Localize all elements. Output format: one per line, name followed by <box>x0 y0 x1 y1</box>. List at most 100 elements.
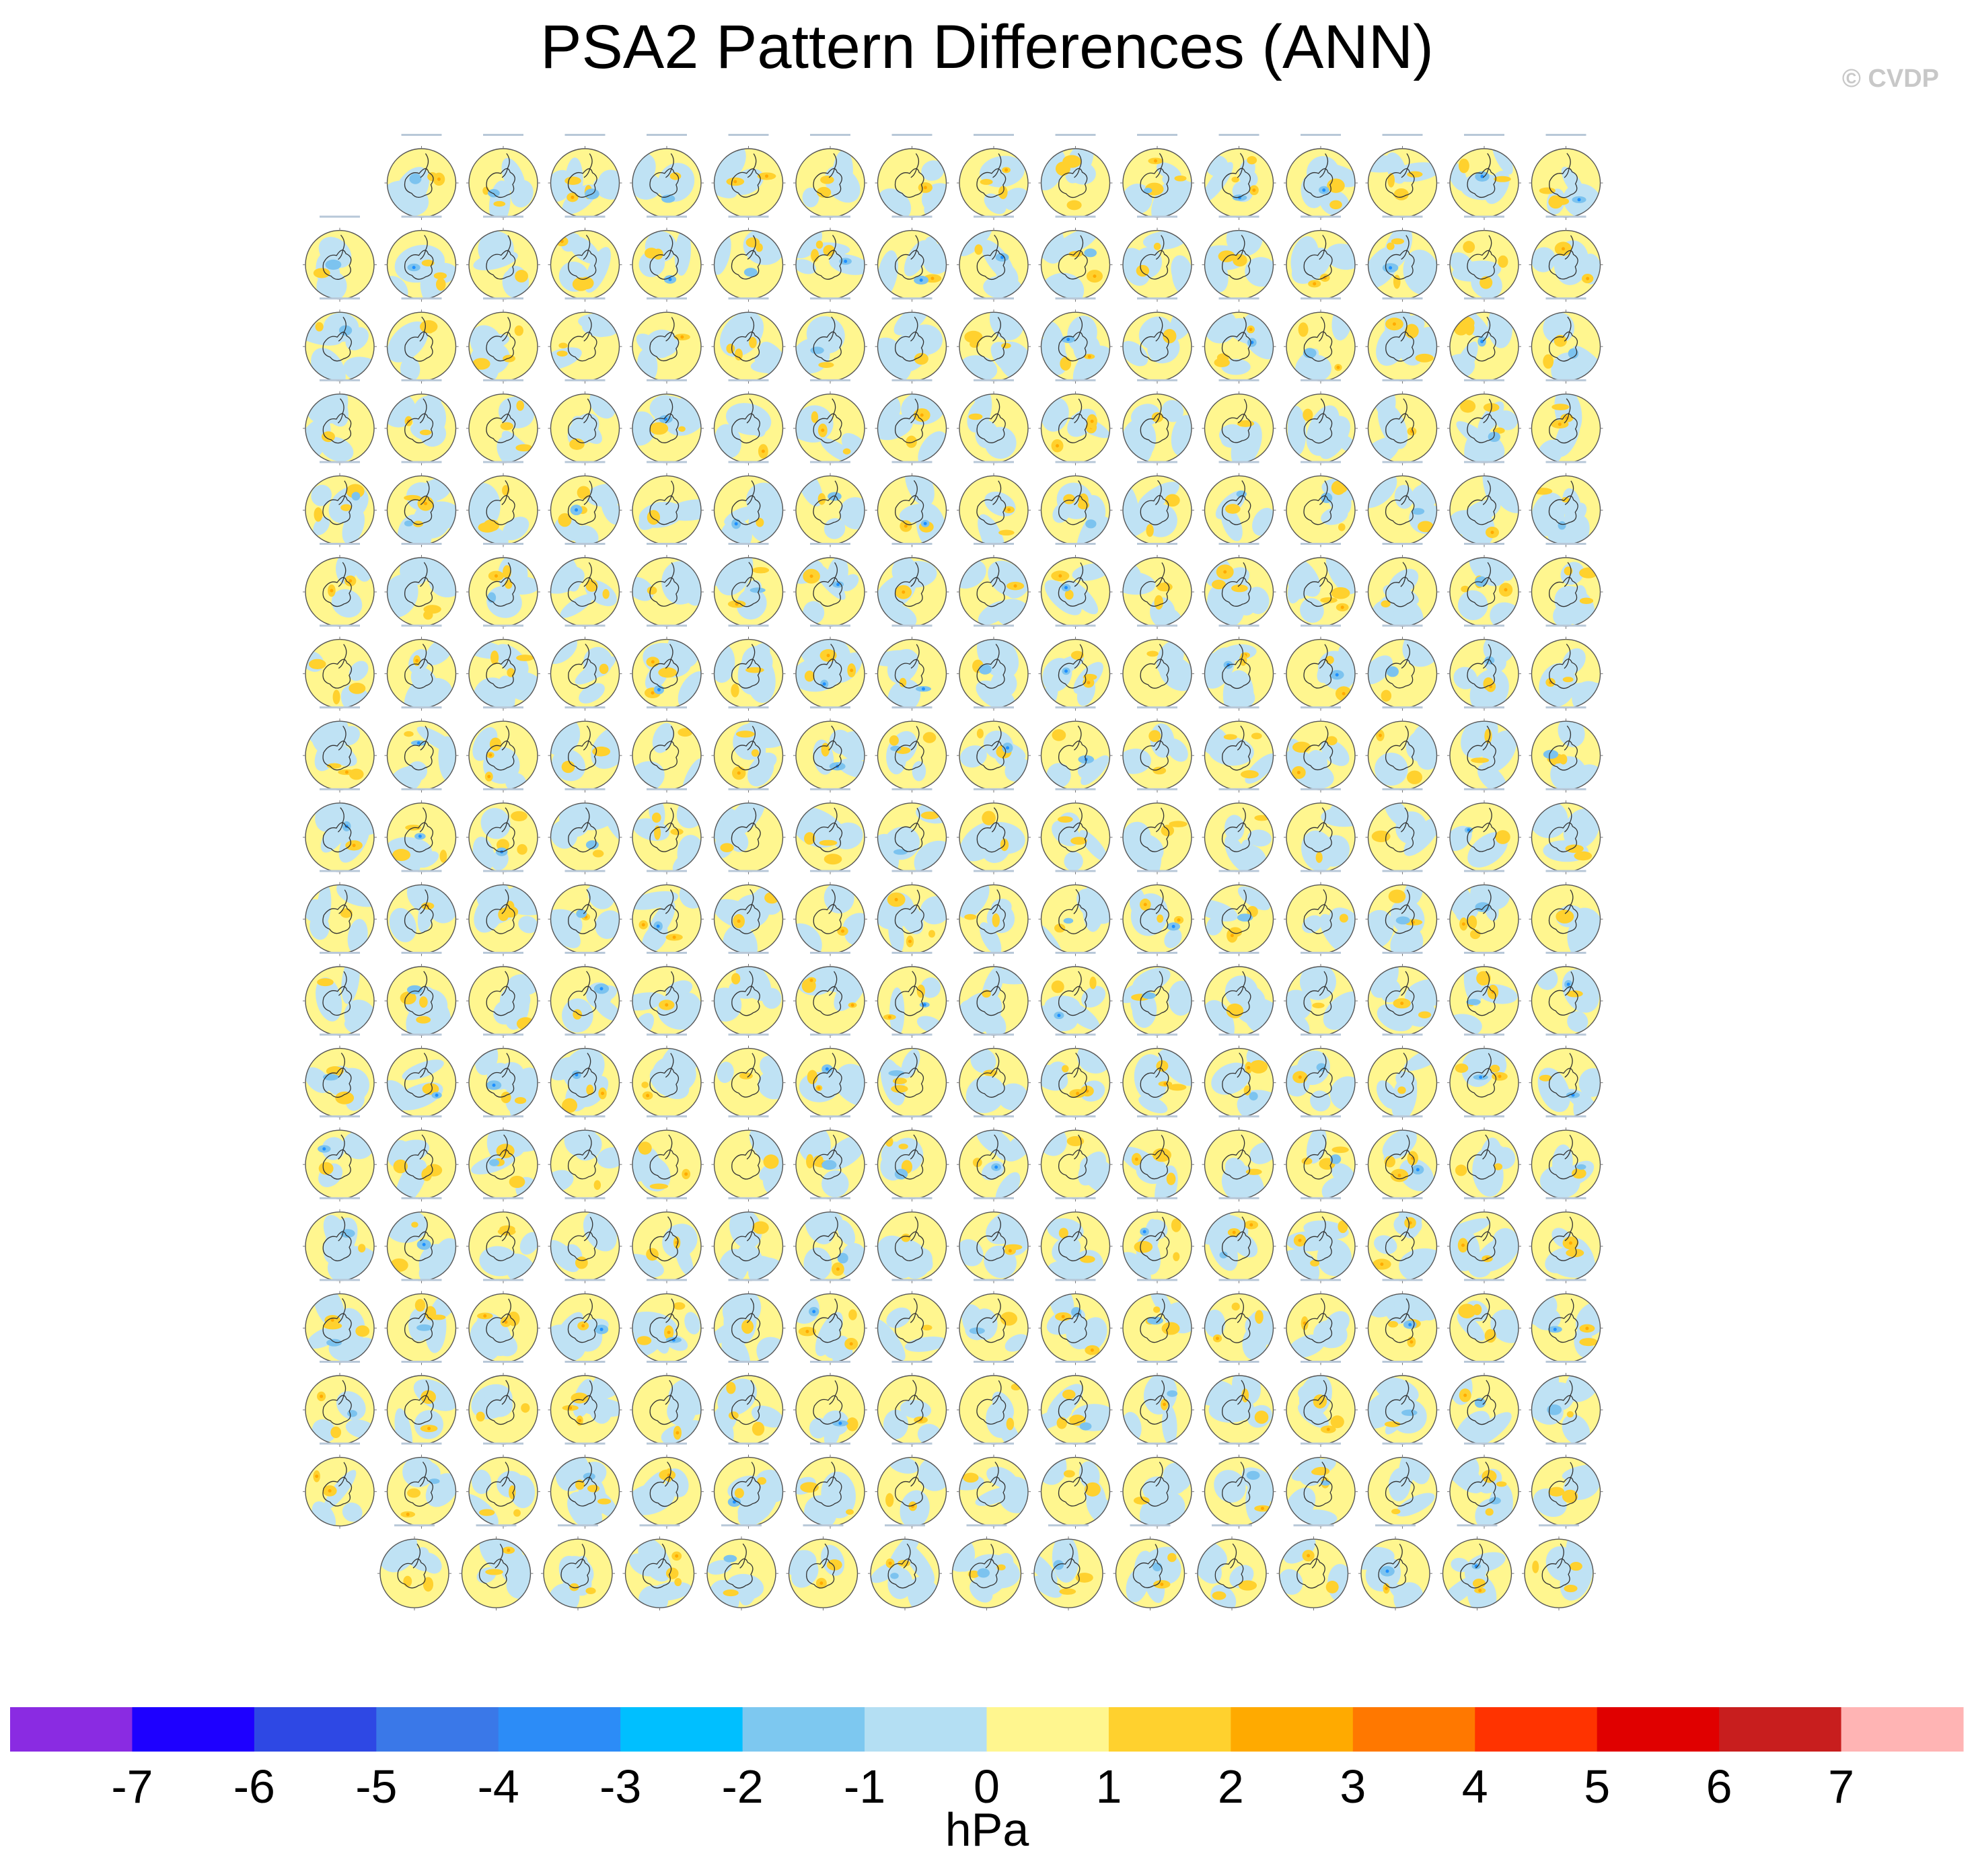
positive-anomaly-region <box>1163 329 1177 344</box>
panel-caption-mark <box>647 379 687 381</box>
panel-caption-mark <box>728 461 769 463</box>
positive-anomaly-core <box>765 174 769 178</box>
panel-caption-mark <box>1218 461 1259 463</box>
panel-caption-mark <box>891 134 933 136</box>
panel-map <box>711 297 786 384</box>
negative-anomaly-region <box>1383 230 1413 270</box>
coastline <box>649 153 680 198</box>
negative-anomaly-region <box>342 508 365 545</box>
negative-anomaly-region <box>921 160 945 181</box>
positive-anomaly-region <box>974 244 983 255</box>
panel-map <box>793 134 867 220</box>
panel-caption-mark <box>401 134 442 136</box>
positive-anomaly-region <box>419 320 438 334</box>
coastline <box>1467 235 1497 280</box>
negative-anomaly-region <box>1297 354 1332 381</box>
panel-map <box>384 134 459 220</box>
negative-anomaly-peak <box>412 266 416 270</box>
panel-caption-mark <box>891 297 933 300</box>
positive-anomaly-region <box>1551 404 1570 410</box>
coastline <box>404 480 434 525</box>
negative-anomaly-region <box>657 163 695 202</box>
coastline <box>1548 480 1578 525</box>
positive-anomaly-core <box>761 449 765 453</box>
negative-anomaly-peak <box>1066 338 1070 342</box>
positive-anomaly-core <box>349 579 353 583</box>
coastline <box>1549 398 1578 444</box>
panel-map <box>1202 134 1276 220</box>
copyright-watermark: © CVDP <box>1841 65 1939 93</box>
negative-anomaly-region <box>802 187 819 208</box>
coastline <box>1303 480 1333 525</box>
positive-anomaly-core <box>1561 247 1565 251</box>
positive-anomaly-region <box>577 486 591 500</box>
coastline <box>1385 398 1414 444</box>
positive-anomaly-region <box>1165 494 1180 507</box>
positive-anomaly-core <box>1490 530 1494 534</box>
positive-anomaly-region <box>1387 173 1395 188</box>
coastline <box>894 398 924 443</box>
positive-anomaly-region <box>1479 276 1493 289</box>
negative-anomaly-core <box>661 194 675 203</box>
positive-anomaly-region <box>1393 274 1401 289</box>
panel-caption-mark <box>1137 215 1177 218</box>
coastline <box>731 480 761 525</box>
positive-anomaly-region <box>756 518 764 527</box>
negative-anomaly-region <box>990 342 1028 378</box>
positive-anomaly-region <box>1543 354 1554 369</box>
coastline <box>1467 153 1496 198</box>
negative-anomaly-region <box>305 418 331 463</box>
coastline <box>1221 398 1251 443</box>
positive-anomaly-core <box>1392 322 1396 326</box>
negative-anomaly-region <box>1123 486 1140 534</box>
panel-caption-mark <box>891 379 933 381</box>
coastline <box>404 153 434 198</box>
negative-anomaly-region <box>320 437 354 462</box>
coastline <box>404 398 434 444</box>
panel-map <box>1284 134 1358 220</box>
panel-caption-mark <box>1382 297 1423 300</box>
panel-caption-mark <box>1301 461 1341 463</box>
negative-anomaly-core <box>404 520 413 527</box>
positive-anomaly-region <box>314 507 323 522</box>
coastline <box>1221 317 1251 362</box>
panel-map <box>1529 379 1603 465</box>
panel-caption-mark <box>564 134 606 136</box>
positive-anomaly-core <box>1586 276 1590 280</box>
positive-anomaly-region <box>906 435 917 448</box>
positive-anomaly-region <box>755 243 763 252</box>
negative-anomaly-region <box>877 393 901 425</box>
positive-anomaly-region <box>998 529 1015 536</box>
coastline <box>813 153 842 198</box>
positive-anomaly-core <box>1252 188 1256 192</box>
negative-anomaly-region <box>714 235 731 275</box>
panel-caption-mark <box>974 134 1014 136</box>
negative-anomaly-region <box>1562 488 1581 523</box>
coastline <box>1222 153 1251 198</box>
panel-map <box>1447 215 1521 302</box>
negative-anomaly-region <box>573 525 599 545</box>
negative-anomaly-peak <box>919 278 923 282</box>
coastline <box>568 235 597 280</box>
coastline <box>976 480 1007 525</box>
negative-anomaly-region <box>984 426 1017 459</box>
positive-anomaly-region <box>1153 242 1161 250</box>
coastline <box>1058 153 1088 198</box>
coastline <box>1385 153 1415 198</box>
coastline <box>567 316 597 362</box>
panel-caption-mark <box>1382 461 1423 463</box>
coastline <box>1385 480 1415 525</box>
positive-anomaly-region <box>564 176 581 185</box>
panel-caption-mark <box>401 379 442 381</box>
positive-anomaly-core <box>930 276 935 280</box>
negative-anomaly-core <box>325 259 342 270</box>
negative-anomaly-region <box>731 168 764 195</box>
positive-anomaly-region <box>980 179 993 185</box>
coastline <box>322 398 352 444</box>
coastline <box>1058 317 1088 362</box>
positive-anomaly-core <box>923 186 927 190</box>
negative-anomaly-region <box>1368 476 1397 509</box>
positive-anomaly-region <box>1060 357 1072 371</box>
negative-anomaly-region <box>428 560 456 598</box>
